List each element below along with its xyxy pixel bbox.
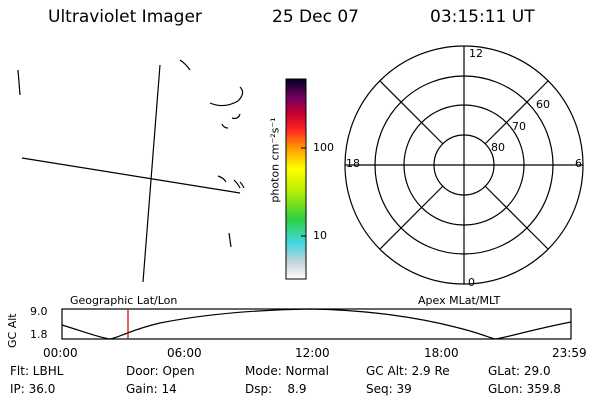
info-glon: GLon: 359.8 <box>488 382 561 396</box>
mlt-label-6: 6 <box>575 157 582 170</box>
orbit-left-title: Geographic Lat/Lon <box>70 294 178 307</box>
polar-diagonal <box>484 80 549 145</box>
orbit-y-tick-low: 1.8 <box>30 328 48 341</box>
map-lon-line <box>142 64 161 283</box>
time-label: 03:15:11 UT <box>430 7 535 27</box>
info-door: Door: Open <box>126 364 195 378</box>
orbit-y-tick-high: 9.0 <box>30 305 48 318</box>
instrument-title: Ultraviolet Imager <box>48 7 202 27</box>
orbit-frame <box>61 308 572 340</box>
polar-diagonal <box>379 80 444 145</box>
map-coastline <box>228 232 232 248</box>
info-gc-alt: GC Alt: 2.9 Re <box>366 364 450 378</box>
orbit-x-tick-1800: 18:00 <box>424 346 459 360</box>
lat-label-70: 70 <box>512 120 526 133</box>
lat-label-60: 60 <box>536 98 550 111</box>
info-ip: IP: 36.0 <box>10 382 56 396</box>
info-seq: Seq: 39 <box>366 382 412 396</box>
orbit-x-tick-2359: 23:59 <box>552 346 587 360</box>
map-coastline <box>179 59 191 71</box>
info-gain: Gain: 14 <box>126 382 177 396</box>
orbit-x-tick-1200: 12:00 <box>295 346 330 360</box>
mlt-label-12: 12 <box>469 47 483 60</box>
orbit-x-tick-0000: 00:00 <box>43 346 78 360</box>
colorbar-tick-100: 100 <box>313 141 334 154</box>
mlt-label-0: 0 <box>468 276 475 289</box>
map-lon-line <box>17 69 21 96</box>
orbit-right-title: Apex MLat/MLT <box>418 294 501 307</box>
info-glat: GLat: 29.0 <box>488 364 551 378</box>
orbit-x-tick-0600: 06:00 <box>167 346 202 360</box>
info-dsp: Dsp: 8.9 <box>245 382 307 396</box>
orbit-altitude-curve <box>61 308 572 340</box>
colorbar-tick-10: 10 <box>313 229 327 242</box>
date-label: 25 Dec 07 <box>272 7 359 27</box>
mlt-label-18: 18 <box>346 157 360 170</box>
polar-diagonal <box>484 185 549 250</box>
map-coastline <box>217 175 245 189</box>
map-lat-line <box>21 157 241 194</box>
info-mode: Mode: Normal <box>245 364 329 378</box>
map-coastline <box>209 86 244 129</box>
colorbar-gradient <box>285 78 307 280</box>
lat-label-80: 80 <box>491 141 505 154</box>
info-filter: Flt: LBHL <box>10 364 64 378</box>
polar-diagonal <box>379 185 444 250</box>
